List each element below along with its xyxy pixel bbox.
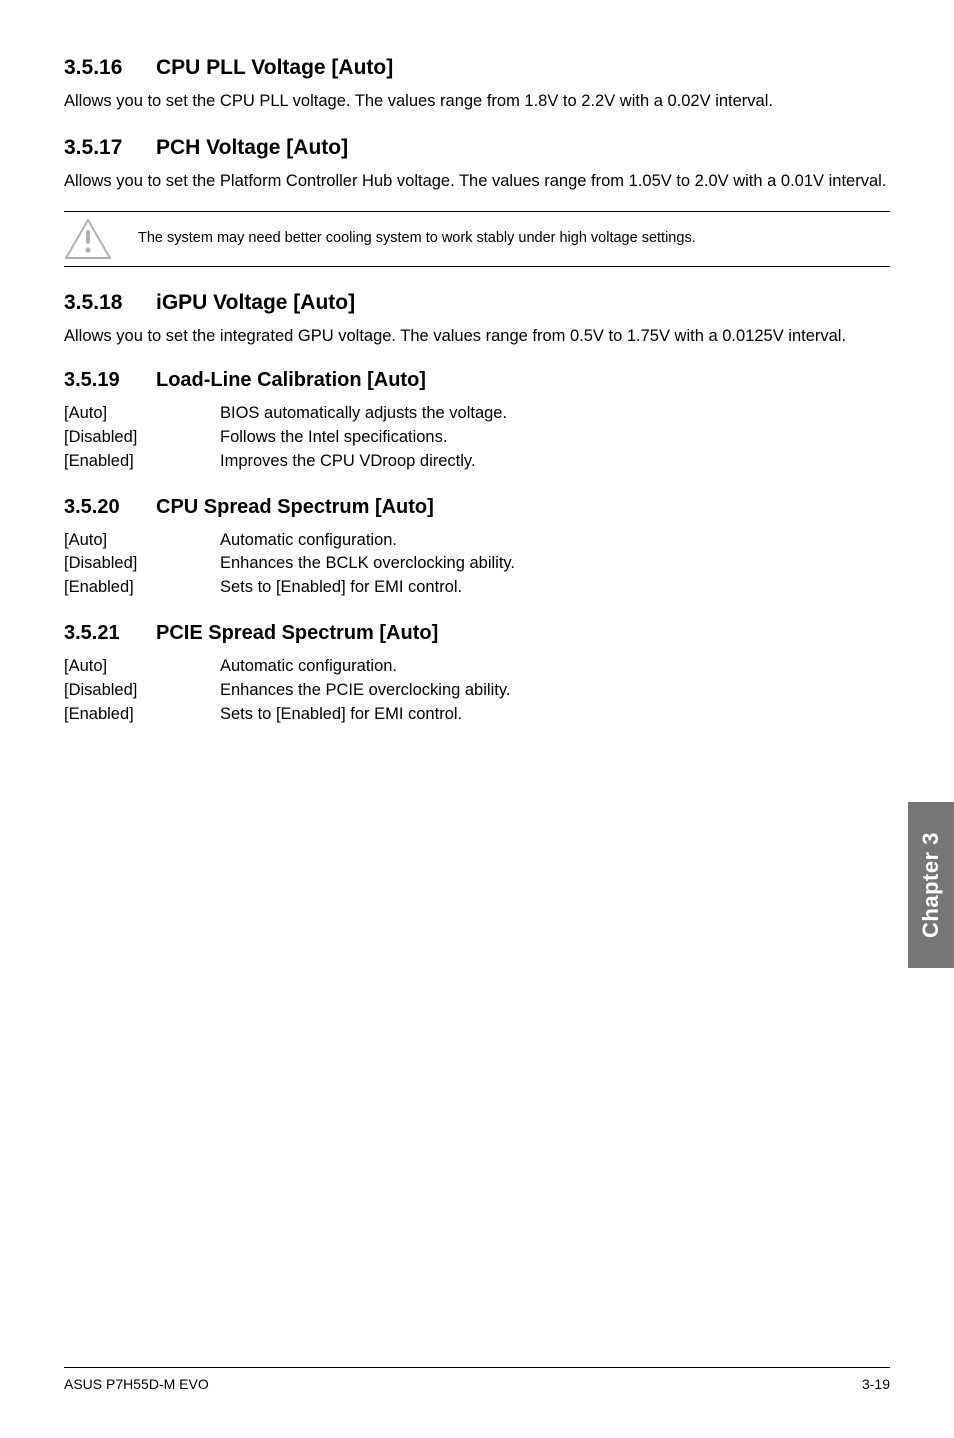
options-3-5-21: [Auto]Automatic configuration. [Disabled… — [64, 655, 510, 727]
heading-number: 3.5.18 — [64, 291, 156, 315]
option-desc: Automatic configuration. — [220, 529, 515, 553]
option-key: [Disabled] — [64, 679, 220, 703]
footer-right: 3-19 — [862, 1376, 890, 1392]
heading-number: 3.5.17 — [64, 136, 156, 160]
heading-3-5-21: 3.5.21PCIE Spread Spectrum [Auto] — [64, 622, 890, 645]
heading-3-5-19: 3.5.19Load-Line Calibration [Auto] — [64, 369, 890, 392]
option-key: [Disabled] — [64, 552, 220, 576]
table-row: [Auto]Automatic configuration. — [64, 529, 515, 553]
options-3-5-20: [Auto]Automatic configuration. [Disabled… — [64, 529, 515, 601]
option-key: [Enabled] — [64, 703, 220, 727]
heading-title: CPU PLL Voltage [Auto] — [156, 56, 393, 79]
chapter-tab-label: Chapter 3 — [918, 832, 944, 938]
heading-3-5-18: 3.5.18iGPU Voltage [Auto] — [64, 291, 890, 315]
heading-3-5-16: 3.5.16CPU PLL Voltage [Auto] — [64, 56, 890, 80]
option-key: [Enabled] — [64, 576, 220, 600]
option-key: [Auto] — [64, 529, 220, 553]
option-desc: Automatic configuration. — [220, 655, 510, 679]
heading-3-5-20: 3.5.20CPU Spread Spectrum [Auto] — [64, 496, 890, 519]
option-desc: Enhances the BCLK overclocking ability. — [220, 552, 515, 576]
option-desc: Sets to [Enabled] for EMI control. — [220, 703, 510, 727]
table-row: [Enabled]Improves the CPU VDroop directl… — [64, 450, 507, 474]
option-key: [Enabled] — [64, 450, 220, 474]
heading-title: Load-Line Calibration [Auto] — [156, 369, 426, 391]
heading-number: 3.5.21 — [64, 622, 156, 645]
table-row: [Enabled]Sets to [Enabled] for EMI contr… — [64, 703, 510, 727]
table-row: [Auto]Automatic configuration. — [64, 655, 510, 679]
heading-number: 3.5.20 — [64, 496, 156, 519]
caution-text: The system may need better cooling syste… — [120, 229, 696, 248]
caution-note: The system may need better cooling syste… — [64, 211, 890, 267]
para-3-5-18: Allows you to set the integrated GPU vol… — [64, 325, 890, 347]
option-desc: Enhances the PCIE overclocking ability. — [220, 679, 510, 703]
option-key: [Auto] — [64, 402, 220, 426]
heading-title: CPU Spread Spectrum [Auto] — [156, 496, 434, 518]
heading-title: iGPU Voltage [Auto] — [156, 291, 355, 314]
table-row: [Disabled]Follows the Intel specificatio… — [64, 426, 507, 450]
table-row: [Enabled]Sets to [Enabled] for EMI contr… — [64, 576, 515, 600]
caution-icon — [64, 218, 120, 260]
option-desc: Sets to [Enabled] for EMI control. — [220, 576, 515, 600]
table-row: [Disabled]Enhances the BCLK overclocking… — [64, 552, 515, 576]
para-3-5-17: Allows you to set the Platform Controlle… — [64, 170, 890, 192]
heading-number: 3.5.16 — [64, 56, 156, 80]
heading-3-5-17: 3.5.17PCH Voltage [Auto] — [64, 136, 890, 160]
heading-title: PCH Voltage [Auto] — [156, 136, 348, 159]
page-footer: ASUS P7H55D-M EVO 3-19 — [64, 1367, 890, 1392]
option-desc: BIOS automatically adjusts the voltage. — [220, 402, 507, 426]
option-desc: Follows the Intel specifications. — [220, 426, 507, 450]
table-row: [Disabled]Enhances the PCIE overclocking… — [64, 679, 510, 703]
option-desc: Improves the CPU VDroop directly. — [220, 450, 507, 474]
heading-title: PCIE Spread Spectrum [Auto] — [156, 622, 438, 644]
chapter-tab: Chapter 3 — [908, 802, 954, 968]
option-key: [Auto] — [64, 655, 220, 679]
options-3-5-19: [Auto]BIOS automatically adjusts the vol… — [64, 402, 507, 474]
para-3-5-16: Allows you to set the CPU PLL voltage. T… — [64, 90, 890, 112]
footer-left: ASUS P7H55D-M EVO — [64, 1376, 209, 1392]
heading-number: 3.5.19 — [64, 369, 156, 392]
option-key: [Disabled] — [64, 426, 220, 450]
table-row: [Auto]BIOS automatically adjusts the vol… — [64, 402, 507, 426]
